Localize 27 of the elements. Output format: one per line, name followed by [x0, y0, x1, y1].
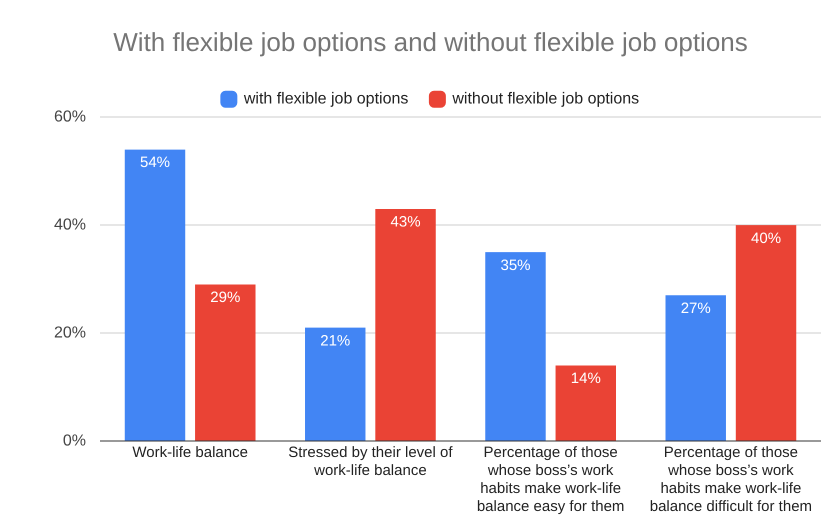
data-label: 29% — [210, 289, 240, 306]
bar — [736, 225, 796, 440]
legend-label: without flexible job options — [451, 90, 640, 108]
x-tick-label: Percentage of those whose boss’s work habits make work-life balance difficult for them — [650, 444, 812, 516]
y-tick-label: 20% — [54, 324, 86, 342]
legend-label: with flexible job options — [242, 90, 408, 108]
x-tick-label: Stressed by their level of work-life balance — [288, 444, 454, 480]
bar — [195, 284, 256, 440]
chart-title: With flexible job options and without flexible job options — [113, 26, 748, 57]
data-label: 35% — [500, 256, 530, 274]
data-label: 27% — [680, 300, 711, 317]
y-tick-label: 0% — [62, 432, 86, 450]
y-tick-label: 60% — [54, 108, 86, 126]
bar — [375, 208, 436, 440]
data-label: 43% — [390, 214, 421, 231]
bar — [305, 328, 366, 440]
bar — [556, 365, 616, 440]
y-tick-label: 40% — [54, 216, 86, 234]
data-label: 54% — [140, 154, 170, 172]
data-label: 14% — [570, 370, 601, 388]
data-label: 40% — [751, 230, 782, 247]
bar — [124, 150, 186, 440]
bar — [666, 295, 726, 440]
x-tick-label: Percentage of those whose boss’s work habits make work-life balance easy for them — [476, 444, 624, 516]
x-tick-label: Work-life balance — [132, 444, 248, 462]
data-label: 21% — [320, 332, 350, 350]
bar — [485, 252, 546, 440]
